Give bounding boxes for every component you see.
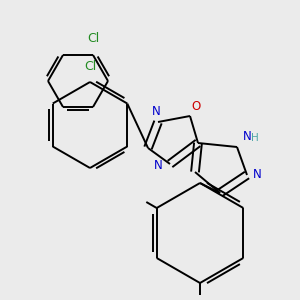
- Text: N: N: [252, 169, 261, 182]
- Text: O: O: [191, 100, 201, 113]
- Text: Cl: Cl: [84, 60, 96, 73]
- Text: H: H: [251, 134, 259, 143]
- Text: N: N: [154, 159, 163, 172]
- Text: N: N: [152, 104, 161, 118]
- Text: Cl: Cl: [87, 32, 99, 44]
- Text: N: N: [242, 130, 251, 143]
